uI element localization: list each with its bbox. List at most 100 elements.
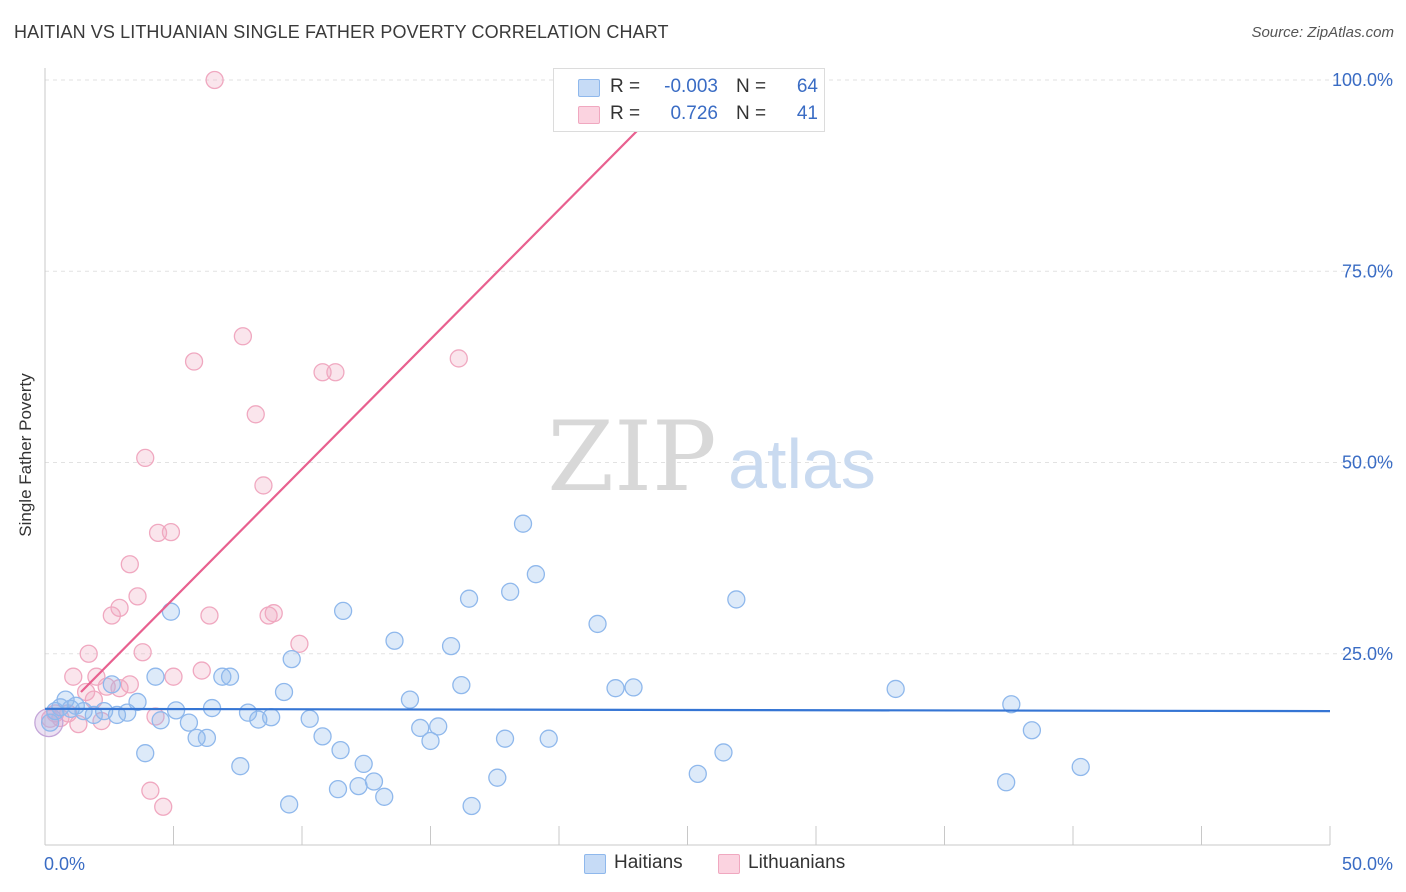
y-tick-label: 50.0% — [1342, 453, 1393, 473]
haitians-point — [429, 717, 448, 736]
n-label: N = — [736, 103, 767, 124]
lithuanians-point — [120, 675, 139, 694]
lithuanians-point — [141, 781, 160, 800]
r-label: R = — [610, 103, 641, 124]
lithuanians-point — [449, 349, 468, 368]
correlation-stats-box: R = -0.003 N = 64 R = 0.726 N = 41 — [553, 68, 825, 132]
haitians-point — [1022, 721, 1042, 740]
lithuanians-point — [233, 327, 253, 346]
legend-label-lithuanians: Lithuanians — [748, 852, 846, 873]
lithuanians-point — [79, 644, 98, 663]
lithuanians-point — [313, 363, 332, 382]
lithuanians-point — [192, 661, 211, 680]
lithuanians-point — [205, 70, 224, 90]
lithuanians-point — [76, 682, 96, 702]
haitians-point — [179, 713, 199, 732]
haitians-point — [539, 729, 558, 748]
lithuanians-point — [128, 587, 147, 606]
haitians-point — [300, 709, 319, 728]
lithuanians-point — [246, 405, 265, 424]
haitians-point — [279, 795, 299, 814]
haitians-point — [220, 667, 240, 686]
haitians-point — [166, 701, 186, 720]
haitians-point — [441, 636, 461, 656]
watermark-atlas: atlas — [728, 425, 876, 503]
y-tick-label: 75.0% — [1342, 261, 1393, 281]
haitians-point — [313, 727, 332, 746]
haitians-point — [136, 744, 155, 763]
haitians-point — [333, 601, 353, 621]
haitians-point — [411, 718, 430, 738]
haitians-trend-line — [44, 707, 1331, 713]
watermark: ZIP atlas — [547, 401, 876, 513]
y-tick-label: 25.0% — [1342, 644, 1393, 664]
y-axis-label: Single Father Poverty — [16, 373, 35, 537]
lithuanians-point — [264, 604, 283, 623]
haitians-point — [488, 768, 507, 787]
lithuanians-legend-swatch — [718, 854, 740, 874]
haitians-point — [400, 690, 420, 709]
haitians-point — [526, 565, 546, 584]
haitians-point — [997, 773, 1016, 792]
haitians-point — [349, 776, 368, 796]
haitians-point — [354, 754, 373, 774]
lithuanians-point — [184, 352, 204, 371]
haitians-point — [40, 713, 60, 732]
haitians-point — [187, 728, 206, 748]
lithuanians-point — [254, 476, 273, 495]
haitians-point — [151, 711, 170, 730]
haitians-points — [40, 514, 1090, 816]
lithuanians-point — [200, 606, 219, 625]
lithuanians-point — [102, 606, 121, 625]
lithuanians-point — [136, 448, 155, 468]
lithuanians-point — [290, 634, 309, 653]
haitians-point — [495, 729, 515, 748]
haitians-point — [421, 731, 440, 751]
haitians-point — [74, 701, 93, 721]
r-value: -0.003 — [664, 76, 718, 97]
haitians-point — [714, 743, 733, 762]
tick-labels: 25.0% 50.0% 75.0% 100.0% 0.0% 50.0% — [44, 70, 1393, 874]
x-tick-label: 50.0% — [1342, 854, 1393, 874]
haitians-point — [606, 679, 625, 698]
source-label: Source: ZipAtlas.com — [1251, 24, 1394, 41]
haitians-point — [452, 675, 471, 695]
haitians-point — [331, 740, 350, 760]
haitians-point — [364, 772, 384, 791]
n-value: 41 — [796, 103, 818, 124]
lithuanians-swatch — [578, 106, 600, 124]
y-tick-label: 100.0% — [1332, 70, 1393, 90]
haitians-point — [1071, 757, 1090, 777]
haitians-point — [262, 708, 281, 727]
lithuanians-point — [64, 667, 83, 686]
r-label: R = — [610, 76, 641, 97]
haitians-point — [513, 514, 533, 533]
haitians-point — [886, 679, 905, 699]
haitians-point — [274, 682, 294, 702]
haitians-point — [146, 667, 165, 686]
haitians-point — [102, 675, 121, 694]
lithuanians-point — [133, 643, 152, 662]
gridlines — [45, 79, 1395, 655]
haitians-point — [161, 602, 181, 621]
haitians-point — [501, 582, 520, 601]
watermark-zip: ZIP — [547, 401, 716, 513]
lithuanians-point — [161, 522, 181, 542]
x-tick-label: 0.0% — [44, 854, 85, 874]
haitians-point — [282, 649, 301, 669]
n-value: 64 — [796, 76, 818, 97]
chart-title: HAITIAN VS LITHUANIAN SINGLE FATHER POVE… — [14, 22, 669, 42]
haitians-point — [197, 728, 217, 748]
haitians-point — [459, 589, 479, 608]
legend-label-haitians: Haitians — [614, 852, 683, 873]
haitians-point — [462, 796, 481, 816]
haitians-point — [231, 757, 250, 776]
haitians-point — [328, 780, 348, 799]
r-value: 0.726 — [670, 103, 718, 124]
haitians-legend-swatch — [584, 854, 606, 874]
lithuanians-point — [120, 555, 139, 574]
haitians-point — [624, 678, 643, 697]
trend-lines — [44, 79, 1331, 713]
haitians-point — [213, 667, 232, 686]
